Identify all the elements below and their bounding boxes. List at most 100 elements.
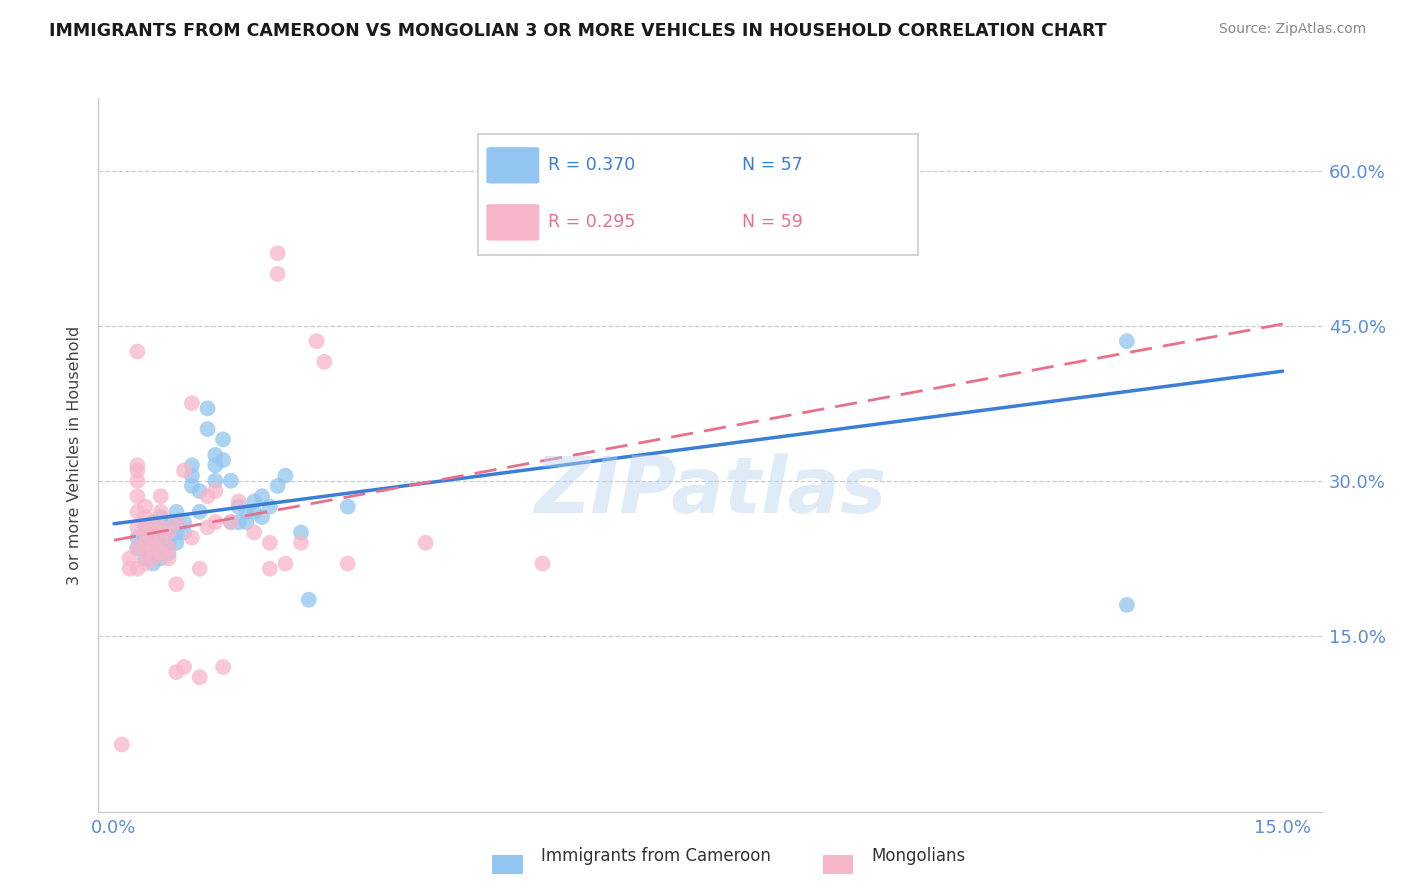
- Point: [219, 515, 242, 529]
- Point: [149, 510, 172, 524]
- Point: [259, 562, 281, 576]
- Point: [142, 546, 165, 560]
- Point: [274, 557, 297, 571]
- Point: [149, 520, 172, 534]
- Point: [266, 479, 288, 493]
- Text: Mongolians: Mongolians: [872, 847, 966, 865]
- Point: [127, 505, 149, 519]
- Point: [180, 531, 202, 545]
- Point: [298, 592, 321, 607]
- Point: [127, 541, 149, 555]
- Point: [127, 474, 149, 488]
- Point: [157, 525, 180, 540]
- Point: [204, 458, 226, 473]
- Text: Immigrants from Cameroon: Immigrants from Cameroon: [541, 847, 770, 865]
- Point: [180, 479, 202, 493]
- Point: [127, 458, 149, 473]
- Point: [142, 557, 165, 571]
- FancyBboxPatch shape: [486, 147, 540, 184]
- Point: [142, 551, 165, 566]
- Point: [134, 510, 156, 524]
- Point: [157, 536, 180, 550]
- Point: [127, 489, 149, 503]
- Point: [180, 458, 202, 473]
- Point: [142, 541, 165, 555]
- Point: [235, 515, 257, 529]
- Point: [173, 660, 195, 674]
- Point: [1115, 598, 1137, 612]
- Point: [134, 520, 156, 534]
- Point: [127, 520, 149, 534]
- Point: [157, 546, 180, 560]
- Text: Source: ZipAtlas.com: Source: ZipAtlas.com: [1219, 22, 1367, 37]
- Point: [415, 536, 437, 550]
- Point: [134, 551, 156, 566]
- Point: [228, 515, 250, 529]
- Point: [165, 515, 187, 529]
- Point: [250, 510, 273, 524]
- Point: [197, 489, 219, 503]
- Point: [173, 463, 195, 477]
- Point: [134, 557, 156, 571]
- Point: [165, 525, 187, 540]
- Point: [336, 557, 359, 571]
- Point: [204, 448, 226, 462]
- Point: [197, 422, 219, 436]
- Text: R = 0.370: R = 0.370: [548, 156, 636, 174]
- Point: [165, 665, 187, 679]
- Point: [142, 536, 165, 550]
- Point: [259, 536, 281, 550]
- Point: [188, 562, 211, 576]
- Point: [243, 494, 266, 508]
- Point: [173, 515, 195, 529]
- Point: [149, 541, 172, 555]
- Point: [180, 396, 202, 410]
- Point: [188, 484, 211, 499]
- Point: [228, 500, 250, 514]
- Point: [197, 401, 219, 416]
- Point: [127, 344, 149, 359]
- Text: ZIPatlas: ZIPatlas: [534, 452, 886, 529]
- Point: [134, 520, 156, 534]
- Point: [127, 541, 149, 555]
- Point: [765, 189, 787, 203]
- Point: [243, 505, 266, 519]
- Text: N = 57: N = 57: [742, 156, 803, 174]
- Point: [165, 536, 187, 550]
- Point: [266, 246, 288, 260]
- Point: [134, 531, 156, 545]
- Point: [173, 525, 195, 540]
- Point: [157, 515, 180, 529]
- Point: [314, 355, 336, 369]
- Point: [290, 525, 312, 540]
- Point: [197, 520, 219, 534]
- Point: [188, 670, 211, 684]
- Point: [149, 505, 172, 519]
- Point: [134, 525, 156, 540]
- Point: [149, 489, 172, 503]
- Point: [180, 468, 202, 483]
- Point: [157, 525, 180, 540]
- Point: [142, 525, 165, 540]
- Point: [127, 562, 149, 576]
- Y-axis label: 3 or more Vehicles in Household: 3 or more Vehicles in Household: [67, 326, 83, 584]
- Point: [305, 334, 328, 348]
- Point: [149, 520, 172, 534]
- Point: [111, 738, 134, 752]
- Point: [212, 453, 235, 467]
- Point: [531, 557, 554, 571]
- Point: [149, 531, 172, 545]
- Point: [134, 541, 156, 555]
- Point: [212, 660, 235, 674]
- Point: [118, 562, 141, 576]
- Point: [243, 525, 266, 540]
- Point: [290, 536, 312, 550]
- Point: [266, 267, 288, 281]
- Point: [142, 536, 165, 550]
- Point: [134, 536, 156, 550]
- Point: [219, 474, 242, 488]
- Point: [235, 505, 257, 519]
- Point: [259, 500, 281, 514]
- Point: [134, 546, 156, 560]
- Point: [165, 515, 187, 529]
